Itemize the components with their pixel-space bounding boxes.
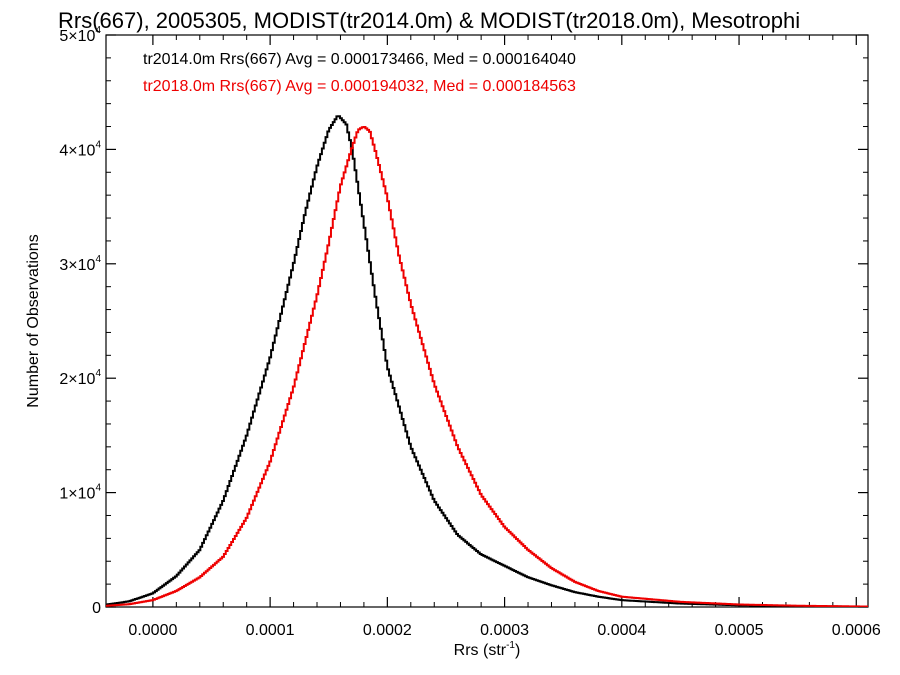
y-tick-label: 3×104 <box>59 254 101 274</box>
series-lines <box>106 115 868 607</box>
y-tick-label: 1×104 <box>59 483 101 503</box>
x-axis-label-superscript: -1 <box>506 640 515 651</box>
x-axis-label-close: ) <box>515 642 520 659</box>
plot-frame <box>105 34 869 608</box>
x-tick-label: 0.0002 <box>363 622 412 639</box>
series-line-tr2014.0m <box>106 115 868 607</box>
x-axis-label-main: Rrs (str <box>454 642 507 659</box>
legend-entry-tr2014: tr2014.0m Rrs(667) Avg = 0.000173466, Me… <box>143 51 576 68</box>
y-tick-label: 0 <box>92 600 101 617</box>
legend-entry-tr2018: tr2018.0m Rrs(667) Avg = 0.000194032, Me… <box>143 78 576 95</box>
x-axis: 0.0000 0.0001 0.0002 0.0003 0.0004 0.0005 0.00… <box>128 35 881 639</box>
series-line-tr2018.0m <box>106 126 868 607</box>
y-axis: 0 1×104 2×104 3×104 4×104 5×104 <box>59 25 868 617</box>
x-tick-label: 0.0000 <box>128 622 177 639</box>
chart-title: Rrs(667), 2005305, MODIST(tr2014.0m) & M… <box>58 8 800 33</box>
x-axis-label: Rrs (str-1) <box>454 640 521 659</box>
y-tick-label: 5×104 <box>59 25 101 45</box>
x-tick-label: 0.0001 <box>246 622 295 639</box>
x-tick-label: 0.0003 <box>480 622 529 639</box>
x-tick-label: 0.0006 <box>832 622 881 639</box>
y-tick-label: 4×104 <box>59 139 101 159</box>
x-tick-label: 0.0004 <box>597 622 646 639</box>
y-axis-label: Number of Observations <box>25 234 42 407</box>
x-tick-label: 0.0005 <box>715 622 764 639</box>
y-tick-label: 2×104 <box>59 368 101 388</box>
